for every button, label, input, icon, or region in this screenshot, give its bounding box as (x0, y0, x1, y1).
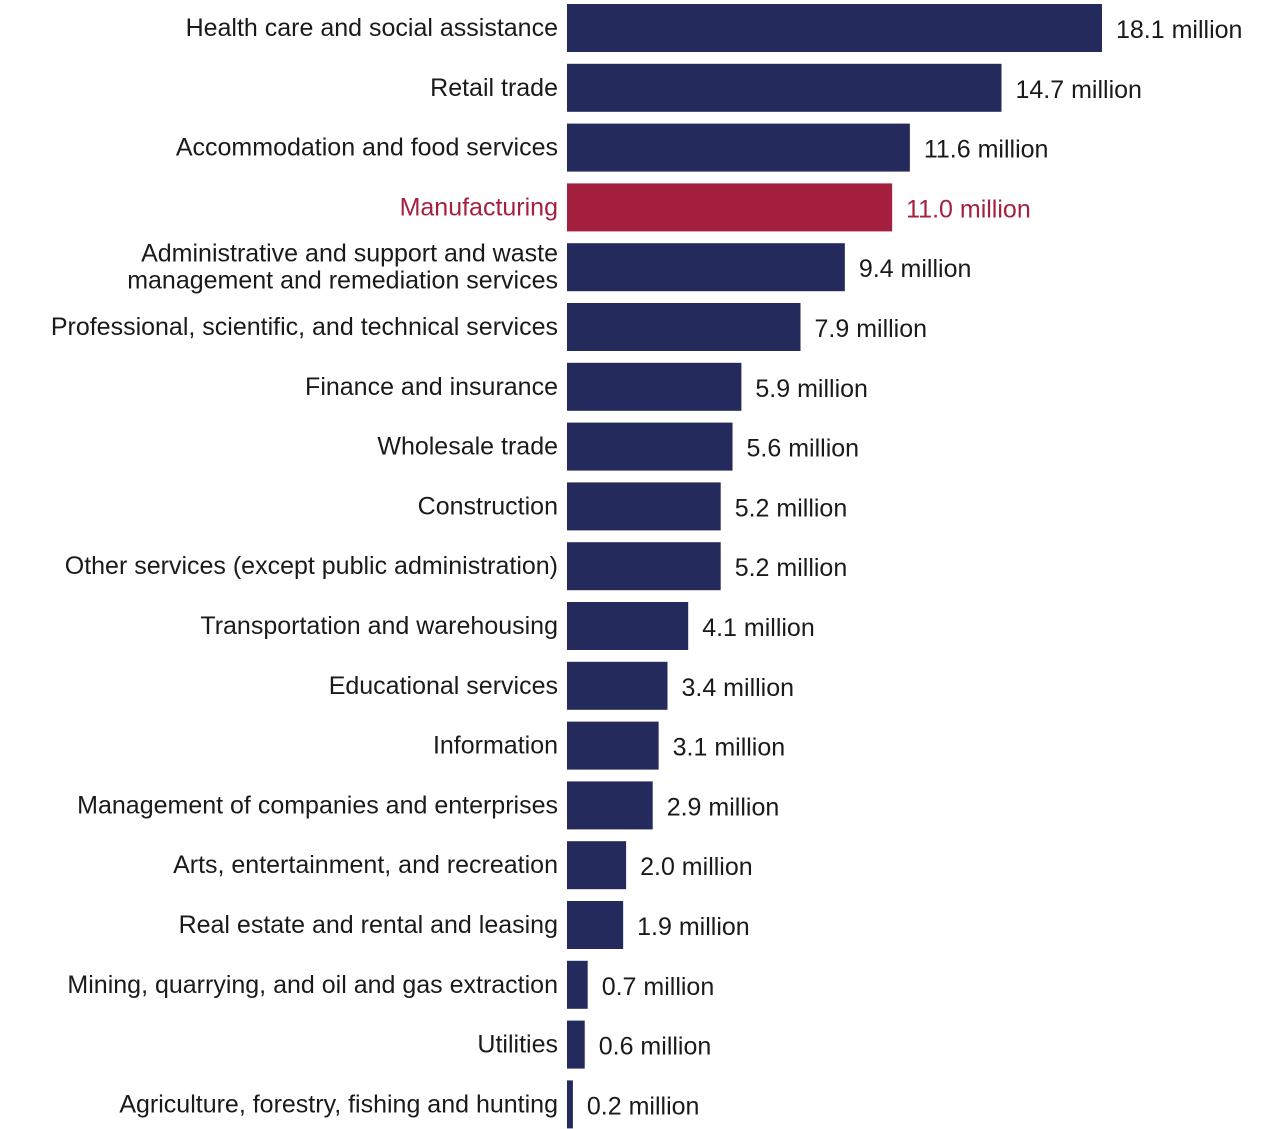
bar-group (567, 4, 1102, 1129)
bar-information (567, 721, 659, 770)
category-label-accommodation-and-food-services: Accommodation and food services (176, 134, 558, 162)
category-label-line: Manufacturing (400, 193, 558, 221)
category-label-line: Construction (418, 492, 558, 520)
value-label-mining-quarrying-and-oil-and-gas-extraction: 0.7 million (602, 973, 715, 1001)
value-label-educational-services: 3.4 million (681, 674, 794, 702)
bar-wholesale-trade (567, 422, 733, 471)
value-label-wholesale-trade: 5.6 million (747, 435, 860, 463)
bar-arts-entertainment-and-recreation (567, 841, 627, 890)
category-label-utilities: Utilities (477, 1031, 558, 1059)
category-label-line: management and remediation services (127, 267, 558, 295)
category-label-line: Wholesale trade (377, 433, 558, 461)
bar-transportation-and-warehousing (567, 602, 689, 650)
bar-administrative-and-support-and-waste-management-and-remediation-services (567, 243, 845, 292)
category-label-transportation-and-warehousing: Transportation and warehousing (200, 612, 558, 640)
bar-health-care-and-social-assistance (567, 4, 1102, 52)
bar-other-services-except-public-administration (567, 542, 721, 591)
bar-mining-quarrying-and-oil-and-gas-extraction (567, 960, 588, 1009)
value-label-manufacturing: 11.0 million (906, 195, 1031, 223)
category-label-health-care-and-social-assistance: Health care and social assistance (186, 14, 558, 42)
category-label-line: Health care and social assistance (186, 14, 558, 42)
value-label-other-services-except-public-administration: 5.2 million (735, 554, 848, 582)
category-label-line: Arts, entertainment, and recreation (173, 851, 558, 879)
value-label-accommodation-and-food-services: 11.6 million (924, 136, 1049, 164)
value-label-agriculture-forestry-fishing-and-hunting: 0.2 million (587, 1092, 700, 1120)
category-label-finance-and-insurance: Finance and insurance (305, 373, 558, 401)
bar-management-of-companies-and-enterprises (567, 781, 653, 830)
value-label-retail-trade: 14.7 million (1016, 76, 1142, 104)
category-label-arts-entertainment-and-recreation: Arts, entertainment, and recreation (173, 851, 558, 879)
bar-finance-and-insurance (567, 362, 742, 411)
category-label-line: Utilities (477, 1031, 558, 1059)
bar-agriculture-forestry-fishing-and-hunting (567, 1080, 573, 1129)
category-label-line: Real estate and rental and leasing (179, 911, 558, 939)
category-label-line: Other services (except public administra… (65, 552, 558, 580)
category-label-line: Finance and insurance (305, 373, 558, 401)
value-label-transportation-and-warehousing: 4.1 million (702, 614, 815, 642)
category-label-line: Administrative and support and waste (141, 240, 558, 268)
category-label-information: Information (433, 732, 558, 760)
category-label-management-of-companies-and-enterprises: Management of companies and enterprises (77, 791, 558, 819)
category-label-other-services-except-public-administration: Other services (except public administra… (65, 552, 558, 580)
value-label-finance-and-insurance: 5.9 million (755, 375, 868, 403)
bar-accommodation-and-food-services (567, 123, 910, 172)
value-label-administrative-and-support-and-waste-management-and-remediation-services: 9.4 million (859, 255, 972, 283)
bar-manufacturing (567, 183, 893, 232)
category-label-professional-scientific-and-technical-services: Professional, scientific, and technical … (51, 313, 558, 341)
category-label-line: Educational services (329, 672, 558, 700)
bar-construction (567, 482, 721, 531)
value-label-professional-scientific-and-technical-services: 7.9 million (815, 315, 928, 343)
category-label-line: Information (433, 732, 558, 760)
category-label-mining-quarrying-and-oil-and-gas-extraction: Mining, quarrying, and oil and gas extra… (67, 971, 558, 999)
value-label-real-estate-and-rental-and-leasing: 1.9 million (637, 913, 750, 941)
category-label-wholesale-trade: Wholesale trade (377, 433, 558, 461)
bar-utilities (567, 1020, 585, 1069)
category-label-line: Professional, scientific, and technical … (51, 313, 558, 341)
category-label-agriculture-forestry-fishing-and-hunting: Agriculture, forestry, fishing and hunti… (119, 1090, 558, 1118)
bar-professional-scientific-and-technical-services (567, 303, 801, 351)
category-label-educational-services: Educational services (329, 672, 558, 700)
category-label-administrative-and-support-and-waste-management-and-remediation-services: Administrative and support and waste mana… (127, 240, 558, 295)
category-label-real-estate-and-rental-and-leasing: Real estate and rental and leasing (179, 911, 558, 939)
bar-real-estate-and-rental-and-leasing (567, 901, 624, 949)
category-label-group: Health care and social assistance Retail … (51, 14, 558, 1118)
value-label-arts-entertainment-and-recreation: 2.0 million (640, 853, 753, 881)
category-label-line: Transportation and warehousing (200, 612, 558, 640)
category-label-line: Management of companies and enterprises (77, 791, 558, 819)
value-label-construction: 5.2 million (735, 494, 848, 522)
category-label-manufacturing: Manufacturing (400, 193, 558, 221)
category-label-line: Agriculture, forestry, fishing and hunti… (119, 1090, 558, 1118)
category-label-construction: Construction (418, 492, 558, 520)
value-label-group: 18.1 million 14.7 million 11.6 million 11.0… (587, 16, 1243, 1120)
category-label-line: Accommodation and food services (176, 134, 558, 162)
value-label-utilities: 0.6 million (599, 1033, 712, 1061)
value-label-information: 3.1 million (673, 734, 786, 762)
category-label-line: Mining, quarrying, and oil and gas extra… (67, 971, 558, 999)
value-label-management-of-companies-and-enterprises: 2.9 million (667, 793, 780, 821)
bar-retail-trade (567, 63, 1002, 112)
bar-educational-services (567, 661, 668, 710)
value-label-health-care-and-social-assistance: 18.1 million (1116, 16, 1242, 44)
category-label-line: Retail trade (430, 74, 558, 102)
category-label-retail-trade: Retail trade (430, 74, 558, 102)
